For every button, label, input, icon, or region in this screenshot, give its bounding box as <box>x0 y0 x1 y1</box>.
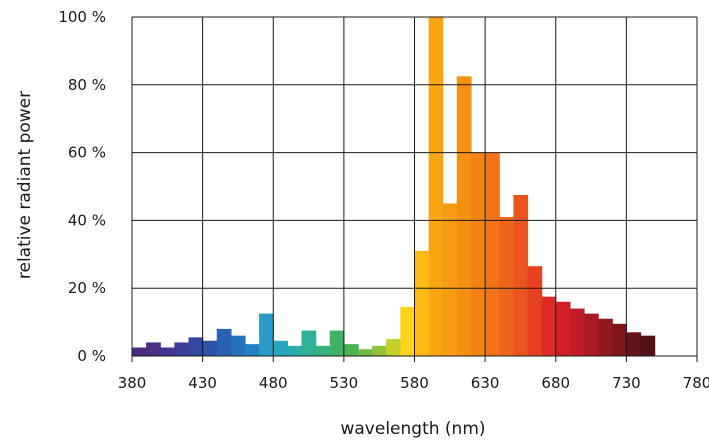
bar-570nm <box>400 306 416 356</box>
bar-530nm <box>343 344 359 356</box>
y-tick-label-40: 40 % <box>68 211 106 229</box>
bar-700nm <box>584 313 599 357</box>
bar-500nm <box>301 330 317 356</box>
y-tick-label-100: 100 % <box>58 8 106 26</box>
x-axis-title: wavelength (nm) <box>340 419 485 439</box>
x-tick-label-480: 480 <box>259 374 288 392</box>
bar-410nm <box>174 342 190 356</box>
bar-540nm <box>358 349 373 356</box>
bar-660nm <box>527 266 543 356</box>
y-tick-label-60: 60 % <box>68 144 106 162</box>
bar-680nm <box>555 301 571 356</box>
x-tick-label-580: 580 <box>400 374 429 392</box>
bar-620nm <box>471 152 486 356</box>
bar-400nm <box>160 347 175 356</box>
bar-730nm <box>626 332 642 356</box>
bar-420nm <box>188 337 204 356</box>
bar-690nm <box>569 308 585 356</box>
bar-450nm <box>230 335 246 356</box>
bar-550nm <box>372 345 387 356</box>
x-tick-label-630: 630 <box>471 374 500 392</box>
x-tick-label-530: 530 <box>330 374 359 392</box>
bar-670nm <box>541 296 557 356</box>
y-tick-label-20: 20 % <box>68 279 106 297</box>
bar-510nm <box>315 345 331 356</box>
y-tick-label-0: 0 % <box>77 347 106 365</box>
x-tick-label-780: 780 <box>683 374 709 392</box>
bar-520nm <box>329 330 345 356</box>
bar-380nm <box>132 347 147 356</box>
bars-layer <box>132 17 656 357</box>
bar-490nm <box>287 345 303 356</box>
bar-740nm <box>640 335 656 356</box>
tick-labels-layer: 380 430 480 530 580 630 680 730 780 0 % 20 % 40 % 60… <box>58 8 709 392</box>
bar-710nm <box>598 318 613 356</box>
x-tick-label-380: 380 <box>118 374 147 392</box>
bar-650nm <box>513 194 529 356</box>
bar-390nm <box>146 342 161 356</box>
y-tick-label-80: 80 % <box>68 76 106 94</box>
bar-480nm <box>273 340 288 356</box>
bar-590nm <box>428 17 444 356</box>
bar-610nm <box>456 76 472 356</box>
x-tick-label-730: 730 <box>612 374 641 392</box>
bar-630nm <box>485 152 500 356</box>
bar-460nm <box>245 344 260 356</box>
bar-440nm <box>216 328 232 356</box>
grid-layer <box>131 16 698 362</box>
x-tick-label-680: 680 <box>541 374 570 392</box>
bar-470nm <box>259 313 274 357</box>
bar-720nm <box>612 323 627 356</box>
bar-640nm <box>499 217 514 356</box>
bar-600nm <box>442 203 458 356</box>
y-axis-title: relative radiant power <box>15 91 35 279</box>
bar-560nm <box>386 339 401 356</box>
bar-580nm <box>414 250 430 356</box>
bar-430nm <box>202 340 218 356</box>
x-tick-label-430: 430 <box>188 374 217 392</box>
